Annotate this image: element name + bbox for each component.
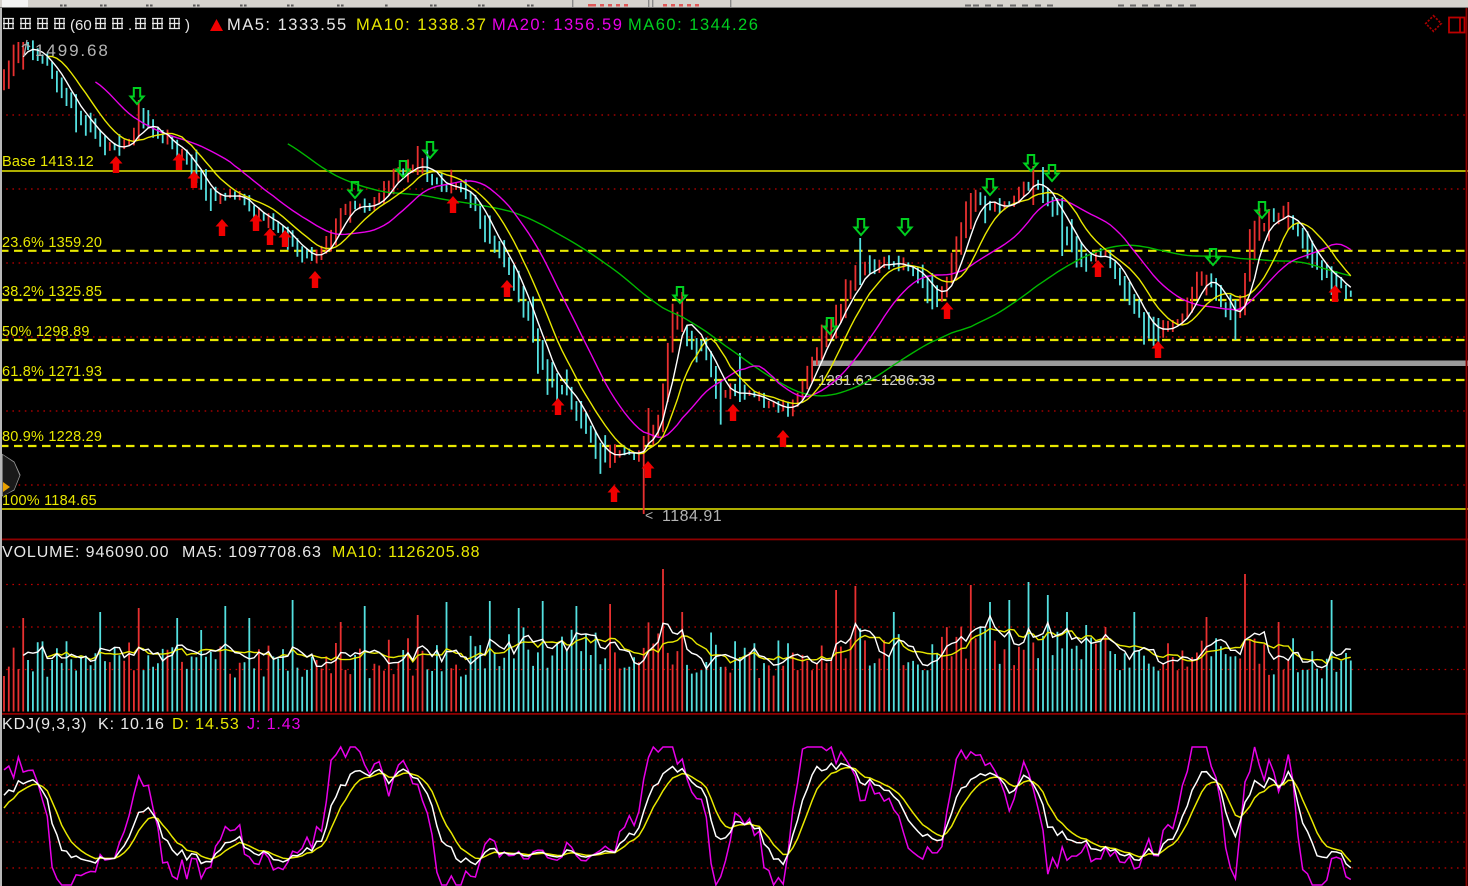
svg-text:(60: (60 bbox=[70, 17, 92, 34]
svg-text:D: 14.53: D: 14.53 bbox=[172, 716, 240, 733]
svg-text:<: < bbox=[645, 507, 653, 523]
svg-text:1184.91: 1184.91 bbox=[662, 508, 722, 525]
svg-text:MA60: 1344.26: MA60: 1344.26 bbox=[628, 16, 759, 34]
svg-text:KDJ(9,3,3): KDJ(9,3,3) bbox=[2, 716, 87, 733]
svg-text:J: 1.43: J: 1.43 bbox=[247, 716, 301, 733]
svg-text:): ) bbox=[185, 17, 190, 34]
svg-text:80.9% 1228.29: 80.9% 1228.29 bbox=[2, 429, 102, 445]
svg-text:MA5: 1097708.63: MA5: 1097708.63 bbox=[182, 544, 322, 561]
svg-text:23.6% 1359.20: 23.6% 1359.20 bbox=[2, 235, 102, 251]
svg-text:.: . bbox=[128, 17, 132, 34]
svg-text:1499.68: 1499.68 bbox=[35, 41, 110, 60]
svg-text:100% 1184.65: 100% 1184.65 bbox=[2, 493, 97, 509]
svg-text:MA10: 1126205.88: MA10: 1126205.88 bbox=[332, 544, 480, 561]
svg-text:MA5: 1333.55: MA5: 1333.55 bbox=[227, 16, 348, 34]
svg-text:VOLUME: 946090.00: VOLUME: 946090.00 bbox=[2, 544, 169, 561]
svg-text:K: 10.16: K: 10.16 bbox=[98, 716, 165, 733]
svg-text:MA10: 1338.37: MA10: 1338.37 bbox=[356, 16, 487, 34]
svg-text:1281.62~1286.33: 1281.62~1286.33 bbox=[818, 372, 935, 389]
svg-text:38.2% 1325.85: 38.2% 1325.85 bbox=[2, 284, 102, 300]
svg-text:61.8% 1271.93: 61.8% 1271.93 bbox=[2, 364, 102, 380]
svg-text:MA20: 1356.59: MA20: 1356.59 bbox=[492, 16, 623, 34]
svg-text:50% 1298.89: 50% 1298.89 bbox=[2, 324, 90, 340]
svg-text:Base 1413.12: Base 1413.12 bbox=[2, 154, 94, 170]
